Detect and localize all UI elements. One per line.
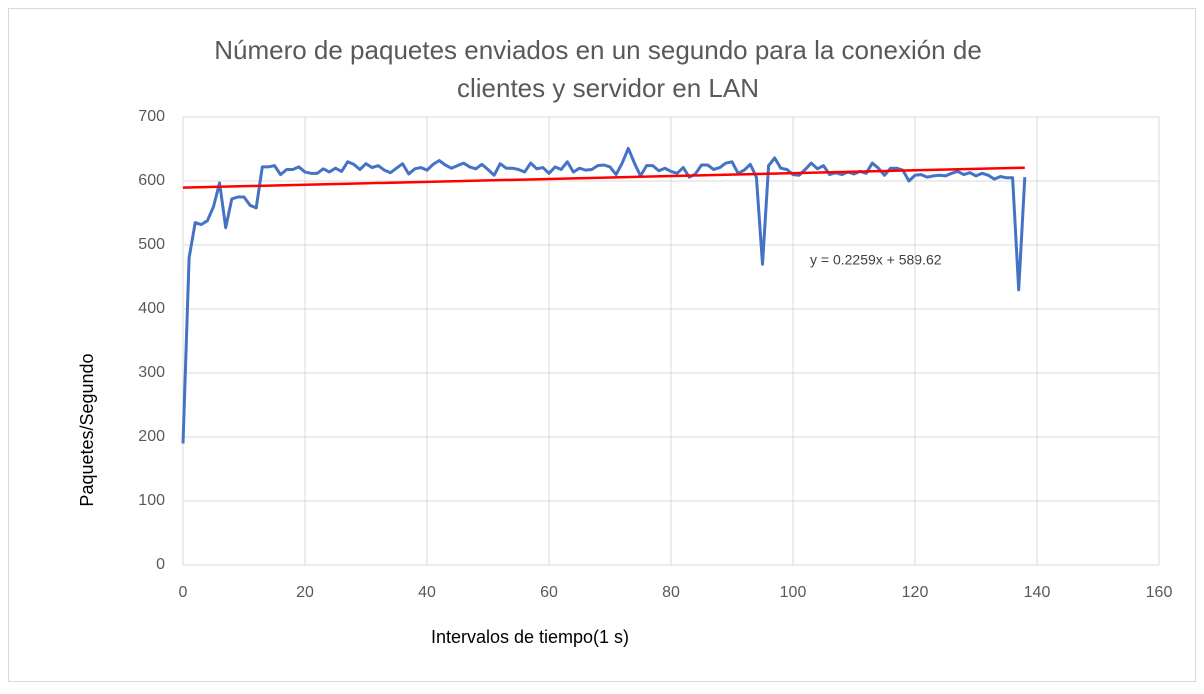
x-tick-label: 140: [1024, 584, 1051, 601]
x-tick-label: 0: [179, 584, 188, 601]
chart-border: [8, 8, 1196, 682]
y-tick-label: 300: [138, 364, 165, 381]
x-tick-label: 120: [902, 584, 929, 601]
chart-title: clientes y servidor en LAN: [457, 73, 759, 103]
y-tick-label: 500: [138, 236, 165, 253]
data-line: [181, 146, 1027, 444]
y-tick-label: 100: [138, 492, 165, 509]
x-axis-label: Intervalos de tiempo(1 s): [431, 627, 629, 647]
trendline-equation: y = 0.2259x + 589.62: [810, 252, 942, 268]
chart-title: Número de paquetes enviados en un segund…: [214, 35, 982, 65]
x-tick-label: 80: [662, 584, 680, 601]
y-tick-label: 0: [156, 556, 165, 573]
y-axis-label: Paquetes/Segundo: [77, 353, 97, 506]
x-tick-label: 20: [296, 584, 314, 601]
y-tick-label: 600: [138, 172, 165, 189]
x-tick-label: 40: [418, 584, 436, 601]
y-tick-label: 400: [138, 300, 165, 317]
y-tick-label: 700: [138, 108, 165, 125]
x-tick-label: 100: [780, 584, 807, 601]
x-tick-label: 160: [1146, 584, 1173, 601]
x-tick-label: 60: [540, 584, 558, 601]
trend-line: [182, 166, 1025, 189]
y-tick-label: 200: [138, 428, 165, 445]
